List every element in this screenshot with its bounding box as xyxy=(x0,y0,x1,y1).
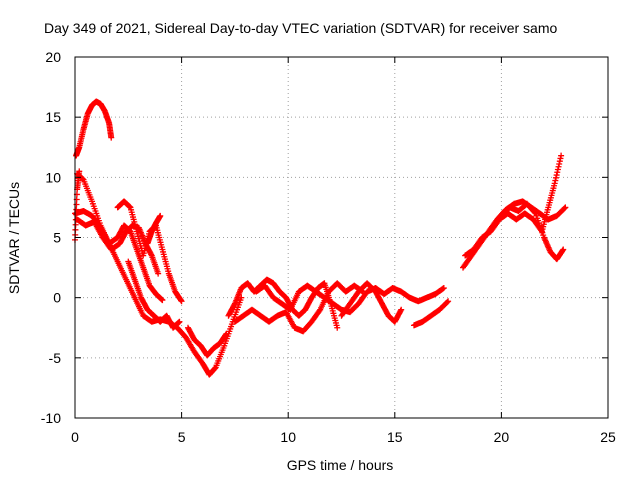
data-point xyxy=(72,221,79,228)
data-series-arc-12 xyxy=(253,282,447,316)
data-point xyxy=(562,204,569,211)
data-series-arc-7 xyxy=(125,258,183,331)
x-tick-label: 5 xyxy=(178,429,186,445)
axis-ticks: 0 5 10 15 20 25 -10 -5 0 5 10 15 20 xyxy=(41,49,616,445)
data-point xyxy=(316,307,323,314)
x-tick-label: 0 xyxy=(71,429,79,445)
data-point xyxy=(108,134,115,141)
data-series-arc-16 xyxy=(489,200,567,263)
data-point xyxy=(178,298,185,305)
data-point xyxy=(176,318,183,325)
x-tick-label: 15 xyxy=(387,429,403,445)
data-series-arc-14 xyxy=(410,298,452,329)
data-point xyxy=(560,246,567,253)
data-series-arc-8 xyxy=(144,212,164,247)
data-point xyxy=(531,209,538,216)
data-series-arc-1 xyxy=(73,98,115,159)
y-tick-label: 10 xyxy=(45,169,61,185)
chart-title: Day 349 of 2021, Sidereal Day-to-day VTE… xyxy=(44,20,557,36)
x-tick-label: 20 xyxy=(494,429,510,445)
data-series-arc-5 xyxy=(74,216,162,277)
data-point xyxy=(445,298,452,305)
x-axis-label: GPS time / hours xyxy=(287,457,394,473)
data-series-arc-10 xyxy=(225,276,341,331)
data-point xyxy=(398,306,405,313)
y-tick-label: 20 xyxy=(45,49,61,65)
y-tick-label: 0 xyxy=(53,290,61,306)
data-point xyxy=(561,205,568,212)
data-point xyxy=(558,152,565,159)
y-axis-label: SDTVAR / TECUs xyxy=(6,182,22,294)
data-point xyxy=(223,330,230,337)
data-series-arc-17 xyxy=(462,152,565,259)
data-point xyxy=(444,299,451,306)
data-series xyxy=(72,98,569,378)
grid-lines xyxy=(75,57,608,418)
y-tick-label: 5 xyxy=(53,230,61,246)
data-series-arc-9 xyxy=(184,324,230,359)
data-point xyxy=(155,270,162,277)
plot-frame xyxy=(74,56,609,419)
x-tick-label: 25 xyxy=(600,429,616,445)
x-tick-label: 10 xyxy=(280,429,296,445)
data-point xyxy=(334,324,341,331)
data-point xyxy=(157,212,164,219)
y-tick-label: -10 xyxy=(41,410,61,426)
data-point xyxy=(440,285,447,292)
data-point xyxy=(73,201,80,208)
y-tick-label: 15 xyxy=(45,109,61,125)
y-tick-label: -5 xyxy=(49,350,62,366)
data-series-arc-13 xyxy=(338,280,405,325)
data-point xyxy=(159,297,166,304)
